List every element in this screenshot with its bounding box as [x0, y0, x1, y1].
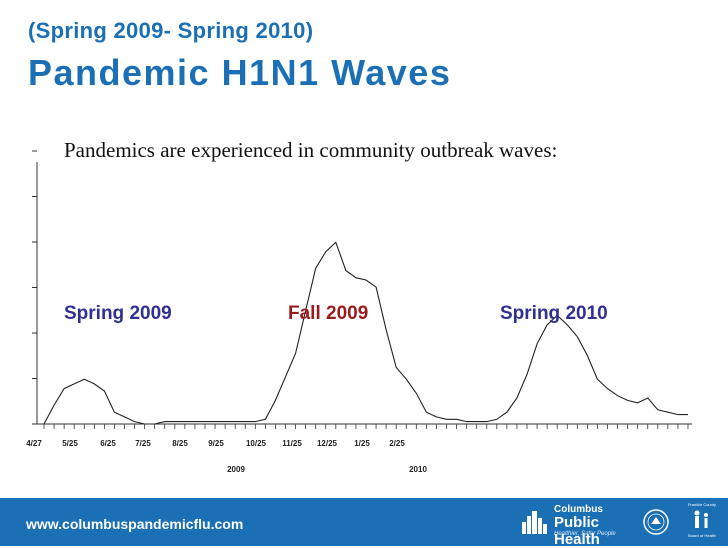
wave-label-spring-2009: Spring 2009 — [64, 303, 172, 324]
public-health-logo: Columbus Public Health Healthier, Safer … — [520, 504, 636, 548]
family-icon — [694, 510, 708, 528]
footer-bar: www.columbuspandemicflu.com Columbus Pub… — [0, 498, 728, 548]
county-seal-icon — [643, 509, 669, 535]
board-of-health-logo: Franklin County Board of Health — [680, 502, 724, 542]
x-tick-label: 7/25 — [135, 439, 151, 448]
x-tick-label: 10/25 — [246, 439, 267, 448]
x-tick-label: 6/25 — [100, 439, 116, 448]
x-tick-label: 2/25 — [389, 439, 405, 448]
h1n1-cases-line — [43, 241, 688, 425]
year-label: 2010 — [409, 465, 427, 474]
county-top-text: Franklin County — [687, 502, 716, 507]
x-tick-label: 12/25 — [317, 439, 338, 448]
county-bottom-text: Board of Health — [688, 533, 716, 538]
x-tick-label: 9/25 — [208, 439, 224, 448]
chart-series — [43, 241, 688, 425]
footer-url-link[interactable]: www.columbuspandemicflu.com — [26, 516, 244, 532]
chart-axes — [36, 162, 692, 425]
x-tick-label: 11/25 — [282, 439, 302, 448]
x-tick-label: 8/25 — [172, 439, 188, 448]
chart-ticks — [32, 150, 689, 429]
slide-subtitle: (Spring 2009- Spring 2010) — [28, 18, 314, 43]
intro-text: Pandemics are experienced in community o… — [64, 138, 558, 162]
x-tick-label: 5/25 — [62, 439, 78, 448]
logo-main-text: Public Health — [554, 514, 600, 548]
logo-tagline: Healthier, Safer People — [554, 531, 616, 537]
logo-top-text: Columbus — [554, 504, 603, 515]
chart-tick-labels: 4/27 5/25 6/25 7/25 8/25 9/25 10/25 11/25 12/25 1… — [26, 439, 427, 474]
wave-label-spring-2010: Spring 2010 — [500, 303, 608, 324]
h1n1-wave-chart: 4/27 5/25 6/25 7/25 8/25 9/25 10/25 11/25 12/25 1… — [26, 150, 692, 474]
skyline-icon — [522, 511, 547, 534]
slide-title: Pandemic H1N1 Waves — [28, 52, 452, 93]
year-label: 2009 — [227, 465, 245, 474]
x-tick-label: 4/27 — [26, 439, 42, 448]
wave-label-fall-2009: Fall 2009 — [288, 303, 369, 324]
x-tick-label: 1/25 — [354, 439, 370, 448]
